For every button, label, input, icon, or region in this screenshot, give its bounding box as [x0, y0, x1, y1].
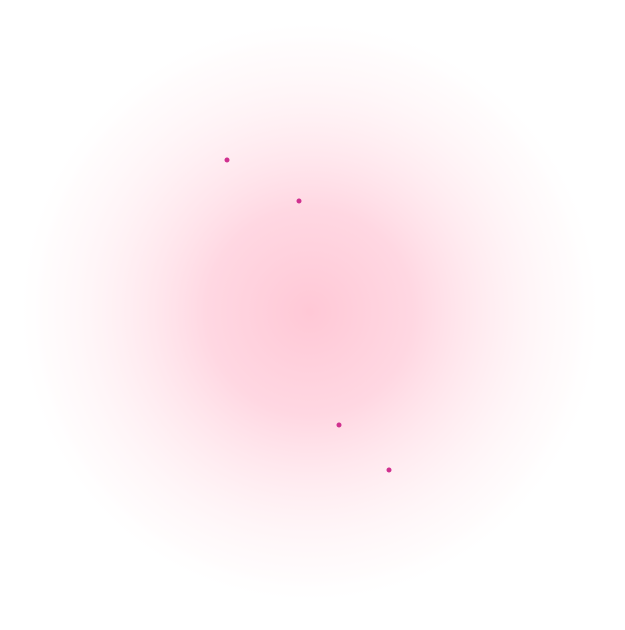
dot — [224, 157, 230, 163]
dot — [336, 422, 342, 428]
dot — [386, 467, 392, 473]
dot — [296, 198, 302, 204]
glow — [15, 17, 605, 607]
